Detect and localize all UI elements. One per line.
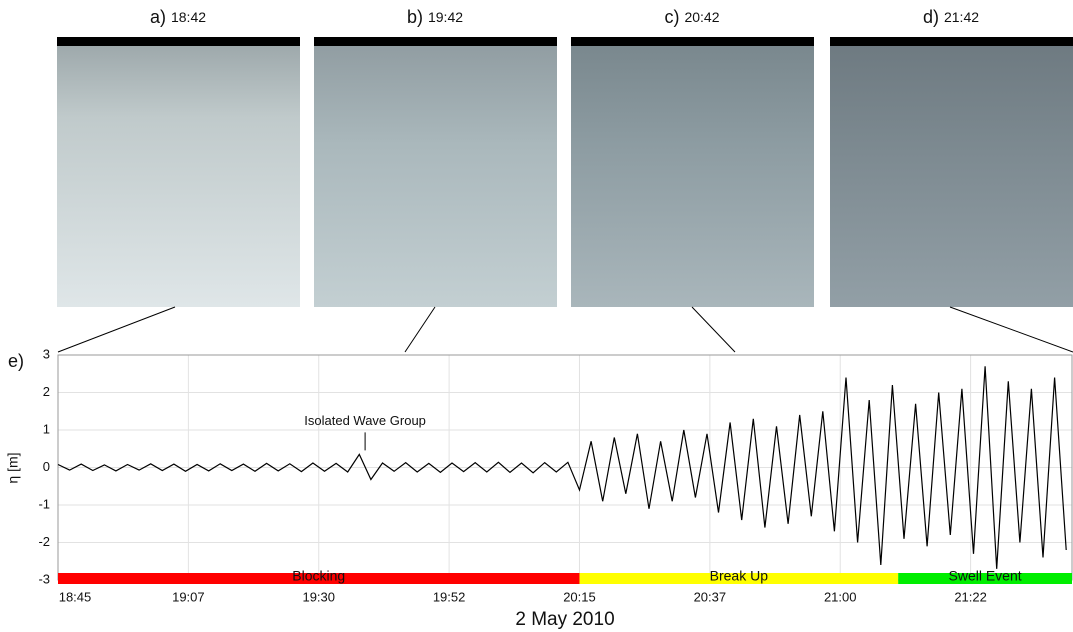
- connector: [404, 306, 436, 353]
- y-tick-label: 2: [43, 384, 50, 399]
- connector: [949, 306, 1073, 353]
- phase-band: [579, 573, 899, 584]
- photo-caption: b) 19:42: [407, 7, 463, 27]
- x-tick-label: 20:37: [694, 589, 727, 604]
- x-tick-label: 19:52: [433, 589, 466, 604]
- y-tick-label: -1: [38, 496, 50, 511]
- photo: [830, 37, 1073, 307]
- x-tick-label: 19:30: [302, 589, 335, 604]
- plot: -3 -2 -1 0 1 2 3 18:45 19:07 19:30 19:52 20:15 20:37…: [38, 346, 1073, 604]
- connector: [57, 306, 176, 353]
- panel-time: 19:42: [428, 9, 463, 25]
- panel-letter: c): [664, 7, 679, 27]
- photo-header: [314, 37, 557, 46]
- signal-line: [57, 366, 1067, 569]
- panel-time: 20:42: [684, 9, 719, 25]
- photo-caption: a) 18:42: [150, 7, 206, 27]
- y-tick-label: 3: [43, 346, 50, 361]
- photo-caption: d) 21:42: [923, 7, 979, 27]
- panel-letter: b): [407, 7, 423, 27]
- panel-letter: a): [150, 7, 166, 27]
- phase-label: Blocking: [292, 568, 345, 584]
- panel-time: 18:42: [171, 9, 206, 25]
- y-tick-label: -2: [38, 534, 50, 549]
- photo-header: [571, 37, 814, 46]
- phase-band: [898, 573, 1072, 584]
- y-axis-label: η [m]: [5, 452, 21, 483]
- x-axis-label: 2 May 2010: [515, 609, 614, 630]
- x-tick-label: 19:07: [172, 589, 205, 604]
- photo-header: [57, 37, 300, 46]
- phase-band: [58, 573, 580, 584]
- photo-header: [830, 37, 1073, 46]
- phase-label: Swell Event: [949, 568, 1022, 584]
- panel-label: e): [8, 351, 24, 371]
- panel-letter: d): [923, 7, 939, 27]
- phase-label: Break Up: [710, 568, 769, 584]
- y-tick-label: -3: [38, 571, 50, 586]
- panel-time: 21:42: [944, 9, 979, 25]
- connector: [691, 306, 736, 353]
- connectors: [57, 306, 1073, 353]
- photos: a) 18:42 b) 19:42 c) 20:42 d) 21:42: [57, 7, 1073, 307]
- y-tick-label: 1: [43, 421, 50, 436]
- photo: [571, 37, 814, 307]
- y-tick-label: 0: [43, 459, 50, 474]
- x-tick-label: 18:45: [59, 589, 92, 604]
- x-tick-label: 21:00: [824, 589, 857, 604]
- photo: [57, 37, 300, 307]
- annotation: Isolated Wave Group: [304, 413, 426, 428]
- x-tick-label: 21:22: [954, 589, 987, 604]
- x-tick-label: 20:15: [563, 589, 596, 604]
- photo: [314, 37, 557, 307]
- photo-caption: c) 20:42: [664, 7, 719, 27]
